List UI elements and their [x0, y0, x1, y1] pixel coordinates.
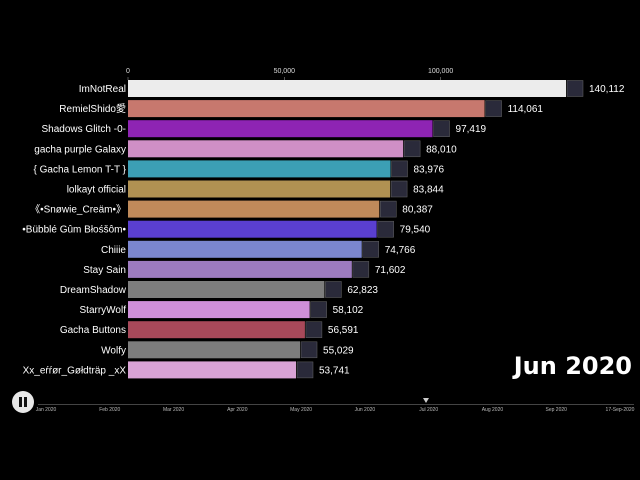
x-tick-label: 50,000	[274, 68, 296, 75]
avatar-image	[305, 321, 323, 338]
bar	[128, 120, 433, 138]
bar	[128, 220, 377, 238]
value-label: 97,419	[456, 124, 487, 135]
avatar-image	[380, 200, 397, 218]
value-label: 74,766	[385, 245, 416, 256]
value-label: 83,976	[414, 164, 445, 175]
bar	[128, 240, 362, 258]
bar	[128, 140, 404, 158]
avatar-image	[403, 140, 421, 158]
pause-button[interactable]	[12, 391, 34, 413]
category-label: gacha purple Galaxy	[34, 144, 126, 155]
current-date-label: Jun 2020	[513, 352, 632, 380]
category-label: Wolfy	[101, 345, 126, 356]
avatar-image	[310, 301, 327, 318]
bar	[128, 321, 305, 339]
value-label: 80,387	[402, 205, 433, 216]
avatar-image	[390, 180, 408, 198]
avatar-image	[433, 120, 450, 137]
value-label: 83,844	[413, 185, 444, 196]
bar	[128, 301, 310, 319]
category-label: 《•Snøwie_Creäm•》	[30, 204, 126, 216]
category-label: •Bübblé Gûm Błośšôm•	[22, 225, 126, 236]
value-label: 62,823	[347, 285, 378, 296]
timeline-tick-label: Apr 2020	[227, 407, 248, 413]
category-label: Xx_eŕŕør_Gøłdträp _xX	[23, 365, 127, 376]
avatar-image	[391, 160, 408, 178]
bar	[128, 180, 391, 198]
category-label: lolkayt official	[67, 185, 126, 196]
bar	[128, 260, 352, 278]
x-tick-label: 0	[126, 68, 130, 75]
avatar-image	[352, 261, 370, 278]
category-label: Chiiie	[101, 245, 126, 256]
timeline-tick-label: Jan 2020	[35, 407, 57, 413]
value-label: 79,540	[400, 225, 431, 236]
avatar-image	[296, 361, 314, 379]
bar	[128, 100, 485, 118]
timeline-tick-label: May 2020	[290, 407, 313, 413]
category-label: Shadows Glitch -0-	[42, 124, 126, 135]
category-label: { Gacha Lemon T-T }	[34, 164, 127, 175]
avatar-image	[485, 100, 502, 117]
x-tick-label: 100,000	[428, 68, 453, 75]
value-label: 88,010	[426, 144, 457, 155]
bar	[128, 160, 391, 178]
category-label: Stay Sain	[83, 265, 126, 276]
value-label: 56,591	[328, 325, 359, 336]
category-label: DreamShadow	[60, 285, 127, 296]
value-label: 53,741	[319, 365, 350, 376]
value-label: 55,029	[323, 345, 354, 356]
pause-icon	[19, 397, 22, 407]
timeline-tick-label: Feb 2020	[99, 407, 121, 413]
timeline-tick-label: 17-Sep-2020	[605, 407, 635, 413]
value-label: 140,112	[589, 84, 625, 95]
bar	[128, 80, 566, 97]
category-label: Gacha Buttons	[60, 325, 126, 336]
timeline-track[interactable]	[38, 404, 634, 405]
value-label: 58,102	[333, 305, 364, 316]
timeline-tick-label: Sep 2020	[545, 407, 567, 413]
value-label: 71,602	[375, 265, 406, 276]
timeline-handle[interactable]	[423, 398, 429, 403]
timeline-tick-label: Jun 2020	[354, 407, 376, 413]
avatar-image	[325, 281, 342, 298]
bar	[128, 281, 325, 298]
timeline-tick-label: Mar 2020	[162, 407, 185, 413]
category-label: RemielShido愛	[59, 102, 126, 115]
avatar-image	[566, 80, 584, 97]
category-label: ImNotReal	[79, 84, 126, 95]
avatar-image	[300, 341, 318, 359]
category-label: StarryWolf	[80, 305, 127, 316]
avatar-image	[362, 241, 379, 258]
bar	[128, 361, 296, 379]
value-label: 114,061	[508, 104, 544, 115]
bar	[128, 200, 380, 218]
timeline-tick-label: Jul 2020	[419, 407, 439, 413]
avatar-image	[377, 220, 394, 238]
timeline-tick-label: Aug 2020	[481, 407, 504, 413]
bar	[128, 341, 301, 359]
